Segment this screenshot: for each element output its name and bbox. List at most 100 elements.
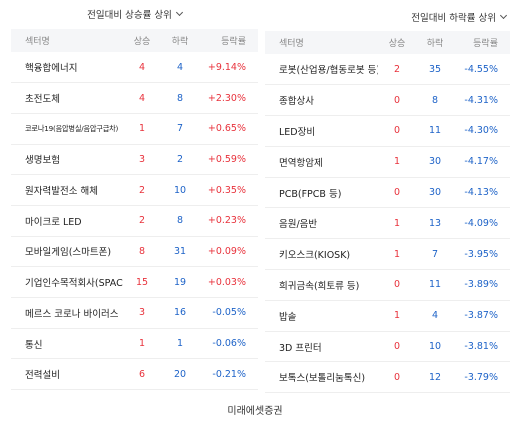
change-rate: +2.30% [199,82,258,114]
rising-sort-dropdown[interactable]: 전일대비 상승률 상위 [11,2,258,26]
change-rate: -3.87% [454,300,510,332]
falling-sectors-table: 섹터명 상승 하락 등락률 로봇(산업용/협동로봇 등) 2 35 -4.55% 종합상… [265,31,510,394]
down-count: 11 [416,269,454,301]
table-row[interactable]: 마이크로 LED 2 8 +0.23% [11,205,258,237]
change-rate: -3.95% [454,238,510,271]
change-rate: +0.65% [199,113,258,145]
change-rate: -0.06% [199,328,258,360]
up-count: 2 [123,205,161,237]
up-count: 2 [378,54,416,86]
table-row[interactable]: 통신 1 1 -0.06% [11,328,258,360]
sector-name-link[interactable]: 종합상사 [265,84,378,117]
change-rate: -3.89% [454,269,510,301]
sector-name-link[interactable]: 로봇(산업용/협동로봇 등) [265,54,378,86]
rising-sort-label: 전일대비 상승률 상위 [87,10,172,21]
table-row[interactable]: 희귀금속(희토류 등) 0 11 -3.89% [265,269,510,301]
down-count: 4 [161,52,199,84]
sector-name-link[interactable]: 원자력발전소 해체 [11,174,123,206]
sector-name-link[interactable]: 키오스크(KIOSK) [265,238,378,271]
change-rate: +0.23% [199,205,258,237]
table-row[interactable]: 원자력발전소 해체 2 10 +0.35% [11,174,258,206]
table-row[interactable]: 보톡스(보톨리눔톡신) 0 12 -3.79% [265,361,510,394]
sector-name-link[interactable]: 모바일게임(스마트폰) [11,236,123,268]
change-rate: +0.59% [199,144,258,176]
table-row[interactable]: 키오스크(KIOSK) 1 7 -3.95% [265,238,510,271]
sector-name-link[interactable]: 메르스 코로나 바이러스 [11,297,123,329]
sector-name-link[interactable]: 보톡스(보톨리눔톡신) [265,361,378,394]
down-count: 12 [416,361,454,394]
sector-name-link[interactable]: 음원/음반 [265,207,378,240]
down-count: 30 [416,177,454,209]
change-rate: -0.05% [199,297,258,329]
sector-name-link[interactable]: 핵융합에너지 [11,52,123,84]
table-row[interactable]: 코로나19(음압병실/음압구급차) 1 7 +0.65% [11,113,258,145]
up-count: 6 [123,358,161,391]
sector-name-link[interactable]: 밥솥 [265,300,378,332]
up-count: 0 [378,269,416,301]
sector-name-link[interactable]: 코로나19(음압병실/음압구급차) [11,113,123,145]
header-up: 상승 [388,39,406,49]
up-count: 0 [378,331,416,363]
header-down: 하락 [171,37,189,47]
table-row[interactable]: 핵융합에너지 4 4 +9.14% [11,52,258,84]
down-count: 8 [161,205,199,237]
sector-name-link[interactable]: 통신 [11,328,123,360]
falling-sort-label: 전일대비 하락률 상위 [411,13,496,24]
source-footer: 미래에셋증권 [227,406,283,417]
table-header-row: 섹터명 상승 하락 등락률 [11,29,258,52]
down-count: 7 [416,238,454,271]
down-count: 19 [161,266,199,298]
chevron-down-icon [175,8,183,17]
table-row[interactable]: 밥솥 1 4 -3.87% [265,300,510,332]
sector-name-link[interactable]: 희귀금속(희토류 등) [265,269,378,301]
table-row[interactable]: 생명보험 3 2 +0.59% [11,144,258,176]
sector-name-link[interactable]: PCB(FPCB 등) [265,177,378,209]
up-count: 1 [378,238,416,271]
change-rate: -4.17% [454,146,510,178]
sector-name-link[interactable]: 전력설비 [11,358,123,391]
sector-name-link[interactable]: 마이크로 LED [11,205,123,237]
down-count: 11 [416,115,454,147]
up-count: 3 [123,297,161,329]
table-row[interactable]: 면역항암제 1 30 -4.17% [265,146,510,178]
up-count: 1 [123,113,161,145]
table-row[interactable]: 로봇(산업용/협동로봇 등) 2 35 -4.55% [265,54,510,86]
table-row[interactable]: 3D 프린터 0 10 -3.81% [265,331,510,363]
change-rate: -3.81% [454,331,510,363]
change-rate: -3.79% [454,361,510,394]
up-count: 1 [123,328,161,360]
sector-name-link[interactable]: 기업인수목적회사(SPAC) [11,266,123,298]
down-count: 13 [416,207,454,240]
change-rate: -4.09% [454,207,510,240]
header-up: 상승 [133,37,151,47]
down-count: 30 [416,146,454,178]
header-sector: 섹터명 [279,39,304,49]
change-rate: -0.21% [199,358,258,391]
down-count: 35 [416,54,454,86]
table-row[interactable]: 모바일게임(스마트폰) 8 31 +0.09% [11,236,258,268]
table-row[interactable]: LED장비 0 11 -4.30% [265,115,510,147]
header-sector: 섹터명 [25,37,50,47]
table-row[interactable]: 기업인수목적회사(SPAC) 15 19 +0.03% [11,266,258,298]
change-rate: -4.31% [454,84,510,117]
table-row[interactable]: 초전도체 4 8 +2.30% [11,82,258,114]
table-row[interactable]: 음원/음반 1 13 -4.09% [265,207,510,240]
change-rate: -4.55% [454,54,510,86]
table-row[interactable]: PCB(FPCB 등) 0 30 -4.13% [265,177,510,209]
down-count: 10 [161,174,199,206]
change-rate: +9.14% [199,52,258,84]
sector-name-link[interactable]: 초전도체 [11,82,123,114]
down-count: 7 [161,113,199,145]
table-row[interactable]: 메르스 코로나 바이러스 3 16 -0.05% [11,297,258,329]
falling-sort-dropdown[interactable]: 전일대비 하락률 상위 [411,5,510,29]
up-count: 1 [378,146,416,178]
sector-name-link[interactable]: 3D 프린터 [265,331,378,363]
chevron-down-icon [499,11,508,20]
change-rate: +0.35% [199,174,258,206]
sector-name-link[interactable]: LED장비 [265,115,378,147]
up-count: 0 [378,177,416,209]
table-row[interactable]: 전력설비 6 20 -0.21% [11,358,258,391]
table-row[interactable]: 종합상사 0 8 -4.31% [265,84,510,117]
sector-name-link[interactable]: 생명보험 [11,144,123,176]
sector-name-link[interactable]: 면역항암제 [265,146,378,178]
